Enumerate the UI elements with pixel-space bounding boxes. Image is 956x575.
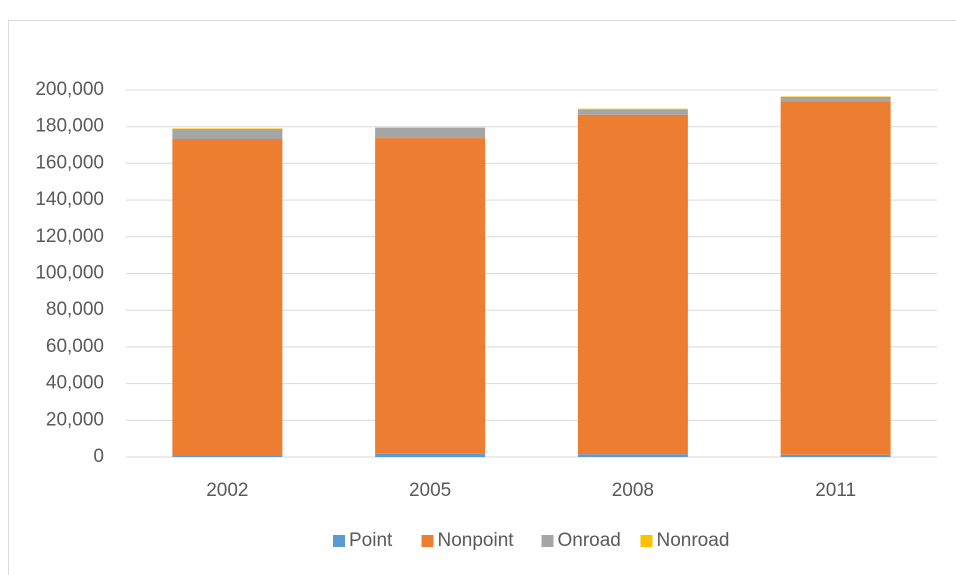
y-tick-label: 100,000 xyxy=(35,263,104,284)
y-tick-label: 160,000 xyxy=(35,152,104,173)
bar-segment xyxy=(172,128,283,139)
bar-segment xyxy=(577,454,688,457)
bar-segment xyxy=(375,453,486,457)
y-tick-label: 200,000 xyxy=(35,79,104,100)
bar-segment xyxy=(780,96,891,97)
bar-segment xyxy=(780,454,891,457)
y-tick-label: 0 xyxy=(93,446,104,467)
bar-segment xyxy=(375,127,486,139)
bar-segment xyxy=(780,101,891,455)
legend-swatch xyxy=(541,535,554,547)
x-tick-label: 2008 xyxy=(612,480,654,501)
y-tick-label: 120,000 xyxy=(35,226,104,247)
y-tick-label: 40,000 xyxy=(46,373,104,394)
x-tick-label: 2002 xyxy=(206,480,248,501)
bar-segment xyxy=(375,127,486,128)
y-tick-label: 140,000 xyxy=(35,189,104,210)
bar-segment xyxy=(172,455,283,457)
bar-segment xyxy=(577,109,688,115)
y-tick-label: 80,000 xyxy=(46,299,104,320)
bar-segment xyxy=(780,96,891,102)
legend-label: Nonpoint xyxy=(438,530,515,551)
y-tick-label: 60,000 xyxy=(46,336,104,357)
legend-swatch xyxy=(640,535,653,547)
legend-swatch xyxy=(333,535,345,547)
bar-segment xyxy=(172,138,283,456)
chart-frame xyxy=(8,20,956,575)
x-tick-label: 2011 xyxy=(815,480,856,501)
x-tick-label: 2005 xyxy=(409,480,451,501)
bar-segment xyxy=(375,138,486,454)
y-tick-label: 20,000 xyxy=(46,409,104,430)
legend-label: Nonroad xyxy=(657,530,730,551)
legend-label: Point xyxy=(349,530,393,551)
bar-segment xyxy=(577,108,688,110)
y-tick-label: 180,000 xyxy=(35,116,104,137)
bar-segment xyxy=(577,114,688,455)
legend-label: Onroad xyxy=(558,530,621,551)
bar-segment xyxy=(172,128,283,129)
legend-swatch xyxy=(421,535,434,547)
